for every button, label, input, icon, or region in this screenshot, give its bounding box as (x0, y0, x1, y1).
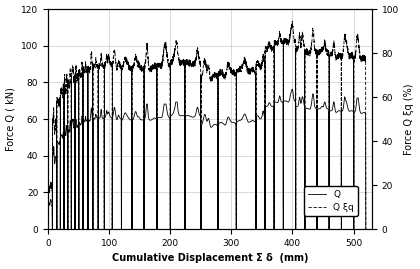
Q (363, 228, 368, 231)
Q (45, 205, 50, 208)
Q ξq (118, 68, 123, 71)
Q ξq (363, 228, 368, 231)
Y-axis label: Force Q ( kN): Force Q ( kN) (5, 87, 16, 151)
Q (53, 157, 58, 160)
Q (290, 88, 295, 91)
Line: Q: Q (48, 89, 366, 229)
Q ξq (323, 43, 328, 47)
Y-axis label: Force Q ξq (%): Force Q ξq (%) (404, 83, 415, 155)
Q (127, 117, 132, 121)
Q ξq (247, 73, 252, 76)
Q (141, 119, 146, 122)
X-axis label: Cumulative Displacement Σ δ  (mm): Cumulative Displacement Σ δ (mm) (112, 253, 308, 263)
Q ξq (290, 20, 295, 23)
Q ξq (50, 228, 55, 231)
Q ξq (45, 189, 50, 192)
Q ξq (141, 66, 146, 69)
Q (50, 228, 55, 231)
Q ξq (53, 125, 58, 128)
Q (118, 117, 123, 120)
Line: Q ξq: Q ξq (48, 21, 366, 229)
Q ξq (127, 68, 132, 71)
Q (323, 104, 328, 107)
Legend: Q, Q ξq: Q, Q ξq (304, 186, 358, 216)
Q (247, 121, 252, 124)
